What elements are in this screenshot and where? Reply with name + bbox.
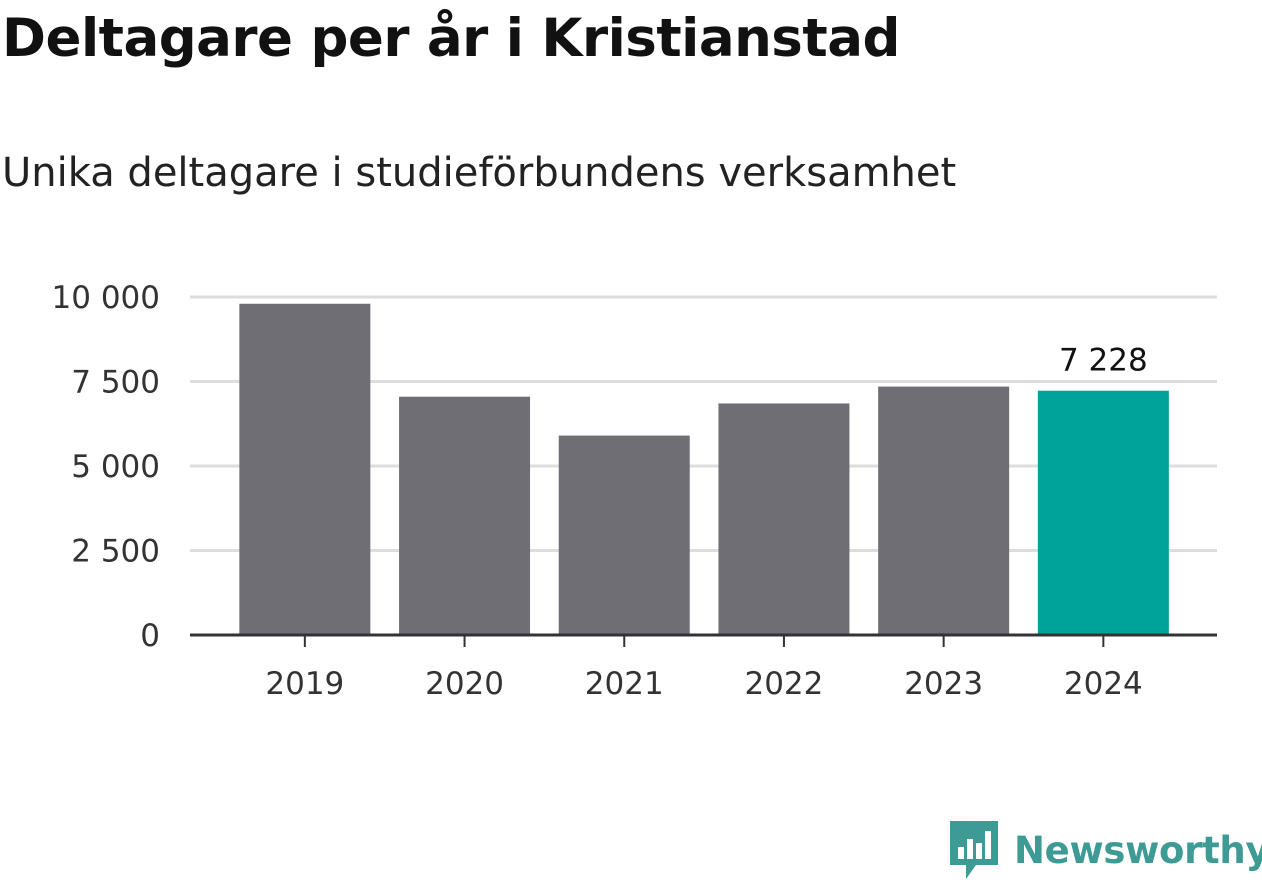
- x-tick-label: 2022: [744, 666, 823, 702]
- chart-subtitle: Unika deltagare i studieförbundens verks…: [2, 150, 957, 196]
- newsworthy-logo-icon: [950, 821, 998, 879]
- y-tick-label: 5 000: [71, 449, 160, 485]
- x-tick-label: 2023: [904, 666, 983, 702]
- x-tick-label: 2021: [585, 666, 664, 702]
- data-label: 7 228: [1059, 343, 1148, 379]
- bar-2022: [718, 403, 850, 635]
- x-tick-label: 2024: [1064, 666, 1143, 702]
- bar-2019: [239, 303, 371, 635]
- bar-chart: 0 2 500 5 000 7 500 10 000 2019 2020 2021 2022 20…: [52, 280, 1217, 702]
- y-tick-label: 7 500: [71, 365, 160, 401]
- brand-logo: Newsworthy: [950, 818, 1262, 882]
- bar-2021: [558, 435, 690, 635]
- bar-2020: [399, 396, 531, 635]
- bar-2024: [1037, 390, 1169, 635]
- y-tick-label: 0: [140, 618, 160, 654]
- y-tick-label: 2 500: [71, 534, 160, 570]
- brand-name: Newsworthy: [1014, 828, 1262, 872]
- x-tick-label: 2020: [425, 666, 504, 702]
- bar-2023: [878, 386, 1010, 635]
- y-tick-label: 10 000: [52, 280, 160, 316]
- chart-title: Deltagare per år i Kristianstad: [2, 8, 900, 69]
- x-tick-label: 2019: [265, 666, 344, 702]
